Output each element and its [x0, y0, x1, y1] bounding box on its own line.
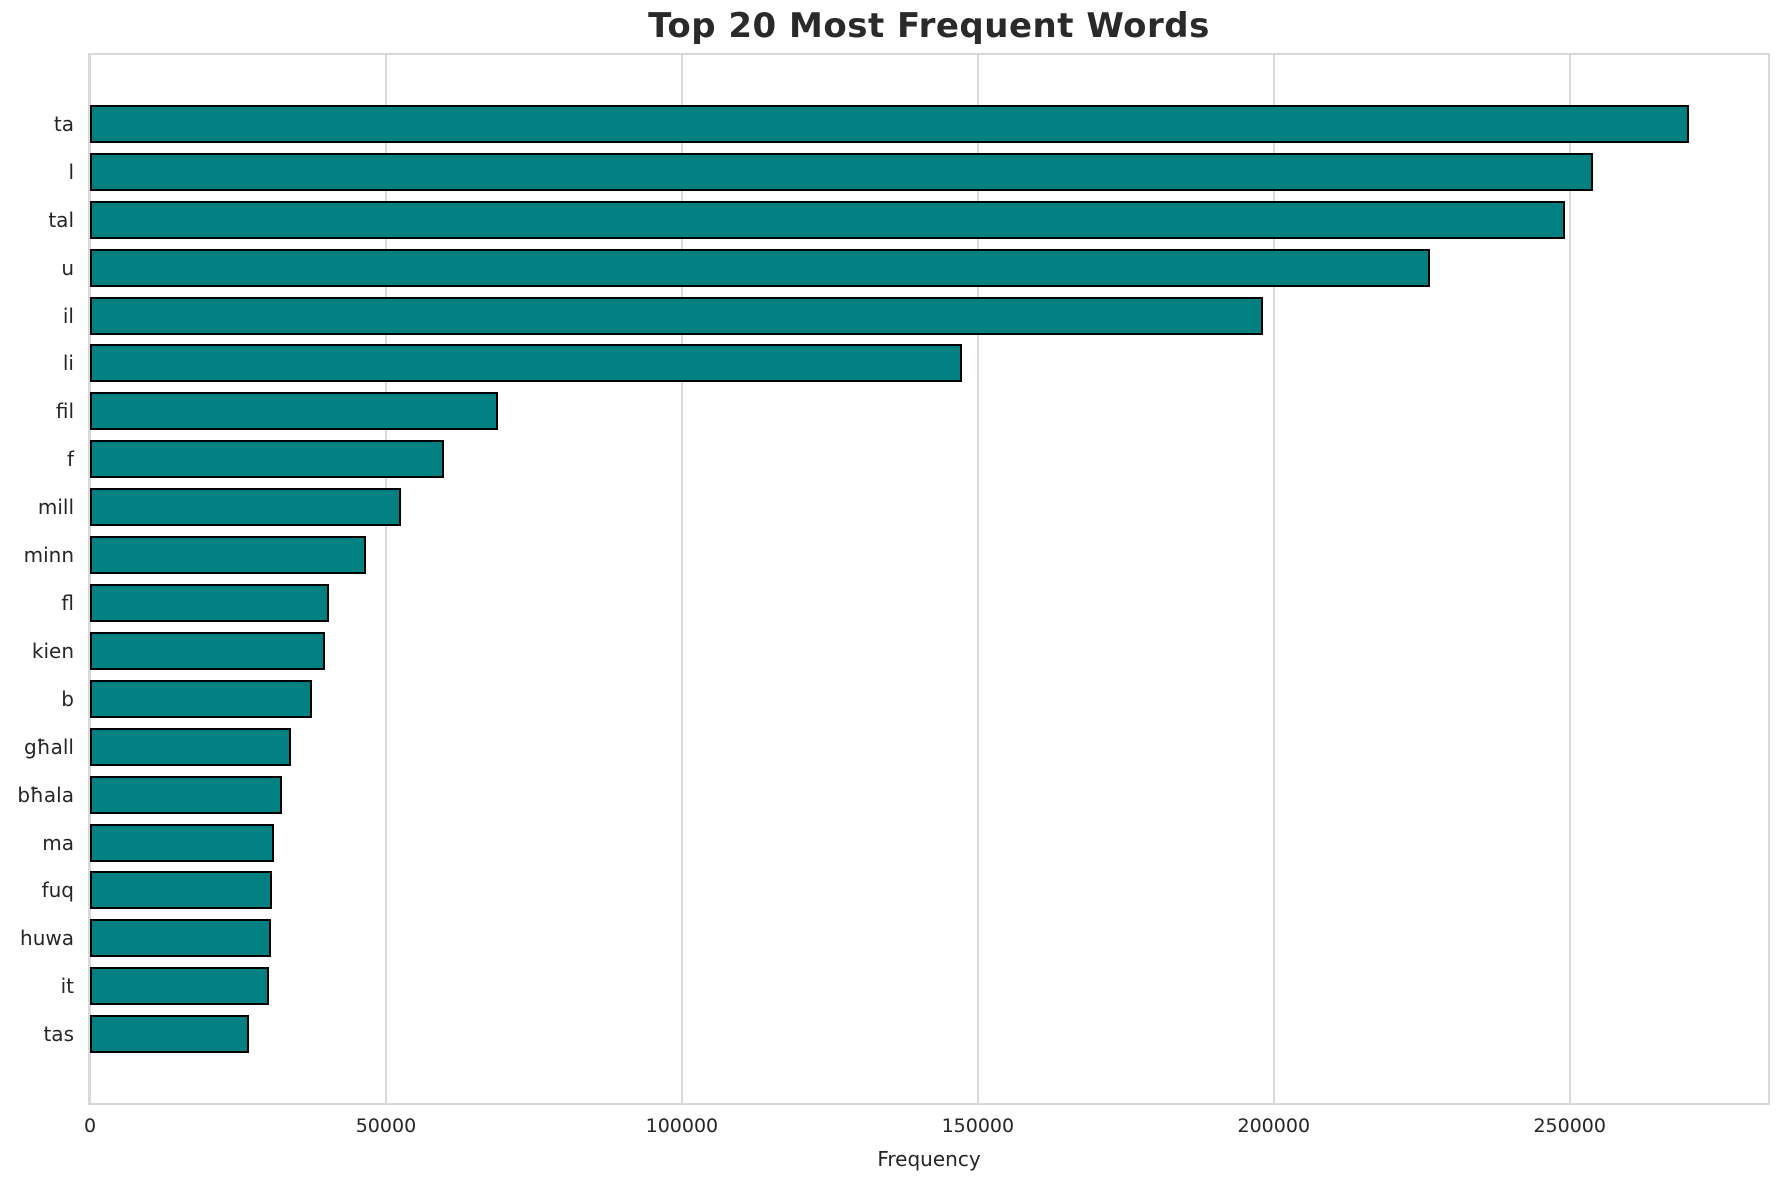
y-tick-label-b: b	[61, 686, 74, 711]
bar-b	[90, 679, 312, 718]
bar-fuq	[90, 871, 273, 910]
bar-row-ta: ta	[54, 100, 1768, 148]
bar-u	[90, 248, 1431, 287]
bar-row-fil: fil	[56, 387, 1768, 435]
bar-fil	[90, 392, 499, 431]
x-tick-label-200000: 200000	[1237, 1115, 1311, 1137]
bar-row-f: f	[67, 435, 1768, 483]
bar-ma	[90, 823, 275, 862]
bar-it	[90, 967, 269, 1006]
y-tick-label-tas: tas	[43, 1022, 74, 1047]
y-tick-label-għall: għall	[24, 734, 74, 759]
bar-għall	[90, 727, 291, 766]
bar-row-tal: tal	[48, 196, 1768, 244]
bar-row-mill: mill	[38, 483, 1768, 531]
bar-mill	[90, 488, 402, 527]
y-tick-label-minn: minn	[23, 543, 74, 568]
y-tick-label-it: it	[60, 974, 74, 999]
bars-container: ta l tal u il li fil f mill minn fl kien b għall bħala…	[17, 55, 1768, 1103]
bar-tas	[90, 1015, 249, 1054]
bar-row-it: it	[61, 962, 1768, 1010]
bar-row-il: il	[63, 292, 1768, 340]
bar-row-b: b	[61, 675, 1768, 723]
y-tick-label-fil: fil	[55, 399, 74, 424]
y-tick-label-bħala: bħala	[17, 782, 74, 807]
bar-l	[90, 152, 1593, 191]
bar-row-huwa: huwa	[20, 914, 1768, 962]
y-tick-label-kien: kien	[31, 638, 74, 663]
x-tick-label-250000: 250000	[1533, 1115, 1606, 1137]
gridline-250000	[1568, 55, 1571, 1103]
bar-row-fuq: fuq	[42, 867, 1768, 915]
bar-row-u: u	[61, 244, 1768, 292]
y-tick-label-l: l	[68, 159, 74, 184]
y-tick-label-ta: ta	[53, 111, 74, 136]
bar-row-kien: kien	[32, 627, 1768, 675]
bar-row-bħala: bħala	[17, 771, 1768, 819]
y-tick-label-il: il	[62, 303, 74, 328]
gridline-100000	[680, 55, 683, 1103]
bar-ta	[90, 104, 1689, 143]
bar-li	[90, 344, 962, 383]
x-tick-label-100000: 100000	[645, 1115, 719, 1137]
bar-il	[90, 296, 1264, 335]
bar-minn	[90, 536, 366, 575]
y-tick-label-ma: ma	[42, 830, 74, 855]
gridline-0	[89, 55, 91, 1103]
gridline-150000	[976, 55, 979, 1103]
gridline-200000	[1272, 55, 1275, 1103]
gridline-50000	[384, 55, 387, 1103]
y-tick-label-u: u	[61, 255, 74, 280]
bar-row-ma: ma	[42, 819, 1768, 867]
x-axis-label: Frequency	[877, 1147, 981, 1171]
bar-row-minn: minn	[24, 531, 1768, 579]
bar-row-li: li	[63, 340, 1768, 388]
bar-row-għall: għall	[24, 723, 1768, 771]
bar-kien	[90, 631, 325, 670]
x-tick-label-150000: 150000	[941, 1115, 1015, 1137]
plot-area: ta l tal u il li fil f mill minn fl kien b għall bħala…	[17, 53, 1770, 1171]
bar-bħala	[90, 775, 283, 814]
y-tick-label-huwa: huwa	[20, 926, 74, 951]
y-tick-label-tal: tal	[48, 207, 74, 232]
y-tick-label-f: f	[66, 447, 74, 472]
y-tick-label-mill: mill	[37, 495, 74, 520]
bar-row-tas: tas	[43, 1010, 1768, 1058]
y-tick-label-fuq: fuq	[41, 878, 74, 903]
bar-fl	[90, 584, 330, 623]
bar-row-fl: fl	[61, 579, 1768, 627]
y-tick-label-fl: fl	[61, 591, 74, 616]
chart-title: Top 20 Most Frequent Words	[648, 6, 1210, 46]
x-tick-label-50000: 50000	[355, 1115, 417, 1137]
bar-f	[90, 440, 444, 479]
bar-row-l: l	[68, 148, 1768, 196]
y-tick-label-li: li	[62, 351, 74, 376]
bar-tal	[90, 200, 1565, 239]
bar-huwa	[90, 919, 271, 958]
x-tick-label-0: 0	[83, 1115, 97, 1137]
